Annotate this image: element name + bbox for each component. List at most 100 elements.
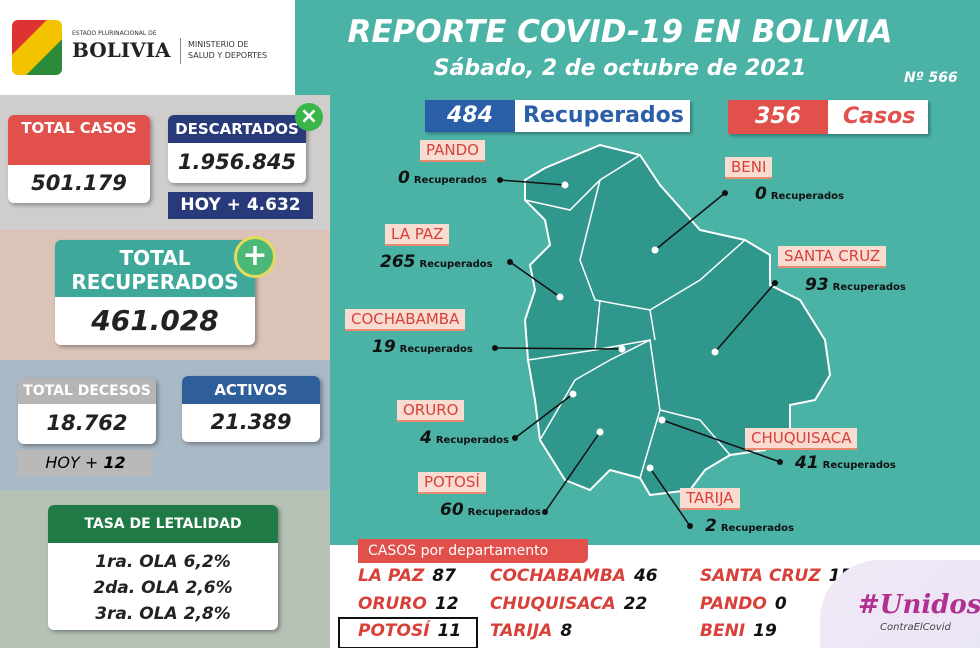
dot [596, 428, 604, 436]
leader-line [509, 261, 561, 298]
dept-number: 19 [372, 337, 396, 357]
stat-label: TOTAL DECESOS [18, 378, 156, 404]
case-row: POTOSÍ 11 [358, 621, 461, 641]
dot [497, 177, 503, 183]
case-value: 22 [623, 594, 648, 614]
border [659, 409, 731, 456]
leader-line [494, 347, 623, 350]
lethality-card: TASA DE LETALIDAD 1ra. OLA 6,2% 2da. OLA… [48, 505, 278, 630]
dept-value: 4 Recuperados [420, 428, 509, 448]
lethality-row: 1ra. OLA 6,2% [95, 552, 231, 572]
today-label: HOY + [45, 453, 99, 472]
case-value: 11 [437, 621, 462, 641]
stat-card: DESCARTADOS 1.956.845 [168, 115, 306, 183]
dot [569, 390, 577, 398]
dept-unit: Recuperados [413, 175, 487, 186]
dept-value: 265 Recuperados [380, 252, 493, 272]
case-name: COCHABAMBA [490, 566, 626, 586]
dot [646, 464, 654, 472]
ministry: SALUD Y DEPORTES [188, 51, 268, 60]
leader-line [661, 419, 781, 463]
date: Sábado, 2 de octubre de 2021 [433, 56, 807, 81]
dept-unit: Recuperados [419, 259, 493, 270]
case-name: BENI [700, 621, 746, 641]
dept-unit: Recuperados [720, 523, 794, 534]
border [649, 309, 656, 341]
leader-line [654, 192, 726, 251]
case-name: CHUQUISACA [490, 594, 616, 614]
dept-label: CHUQUISACA [745, 428, 858, 450]
leader-line [714, 282, 776, 353]
cases-label: Casos [843, 104, 916, 129]
dot [722, 190, 728, 196]
dept-label: POTOSÍ [418, 472, 486, 494]
lethality-row: 3ra. OLA 2,8% [95, 604, 231, 624]
cases-title: CASOS por departamento [358, 539, 588, 563]
leader-line [499, 179, 566, 186]
ministry: MINISTERIO DE [188, 40, 249, 49]
stat-label: TOTAL RECUPERADOS [55, 240, 255, 297]
dept-number: 93 [805, 275, 829, 295]
dept-label: BENI [725, 157, 773, 179]
org: BOLIVIA [72, 38, 171, 62]
lethality-row: 2da. OLA 2,6% [93, 578, 233, 598]
case-value: 87 [432, 566, 456, 586]
dept-value: 60 Recuperados [440, 500, 541, 520]
case-row: TARIJA 8 [490, 621, 572, 641]
stat-card: TOTAL CASOS 501.179 [8, 115, 150, 203]
dot [687, 523, 693, 529]
stat-label: DESCARTADOS [168, 115, 306, 143]
dept-value: 19 Recuperados [372, 337, 473, 357]
border [579, 179, 746, 311]
case-row: CHUQUISACA 22 [490, 594, 647, 614]
leader-line [649, 467, 691, 527]
case-value: 8 [560, 621, 573, 641]
leader-line [544, 431, 601, 513]
leaders [492, 177, 783, 529]
dot [618, 345, 626, 353]
dot [512, 435, 518, 441]
dept-label: COCHABAMBA [345, 309, 466, 331]
stat-label: TOTAL CASOS [8, 115, 150, 165]
case-name: SANTA CRUZ [700, 566, 821, 586]
case-value: 0 [774, 594, 787, 614]
case-value: 46 [633, 566, 658, 586]
dept-label: LA PAZ [385, 224, 450, 246]
dept-unit: Recuperados [435, 435, 509, 446]
cases-value: 356 [728, 100, 828, 134]
case-name: TARIJA [490, 621, 553, 641]
logo-emblem [12, 20, 62, 75]
dept-label: ORURO [397, 400, 465, 422]
stat-card: TOTAL RECUPERADOS 461.028 [55, 240, 255, 345]
stat-value: 1.956.845 [177, 150, 297, 174]
stat-value: 21.389 [210, 410, 292, 434]
dept-number: 265 [380, 252, 416, 272]
case-row: COCHABAMBA 46 [490, 566, 658, 586]
case-row: ORURO 12 [358, 594, 459, 614]
leader-line [514, 393, 574, 439]
dept-number: 60 [440, 500, 464, 520]
cases-banner: 356 Casos [728, 100, 928, 134]
lethality-rows: 1ra. OLA 6,2% 2da. OLA 2,6% 3ra. OLA 2,8… [48, 549, 278, 627]
dept-value: 0 Recuperados [755, 184, 844, 204]
dot [492, 345, 498, 351]
stat-card: ACTIVOS 21.389 [182, 376, 320, 442]
lethality-title: TASA DE LETALIDAD [48, 505, 278, 543]
stat-value: 461.028 [91, 304, 219, 337]
recovered-banner: 484 Recuperados [425, 100, 690, 132]
icon-plus: + [234, 236, 276, 278]
dept-unit: Recuperados [822, 460, 896, 471]
case-value: 12 [434, 594, 459, 614]
stat-label: ACTIVOS [182, 376, 320, 404]
case-row: LA PAZ 87 [358, 566, 456, 586]
recovered-label: Recuperados [523, 103, 684, 128]
case-row: BENI 19 [700, 621, 777, 641]
dot [507, 259, 513, 265]
dept-label: SANTA CRUZ [778, 246, 887, 268]
dot [772, 280, 778, 286]
today-value: 12 [103, 453, 126, 472]
case-name: PANDO [700, 594, 767, 614]
stat-today: HOY + 4.632 [168, 192, 313, 219]
dot [777, 459, 783, 465]
